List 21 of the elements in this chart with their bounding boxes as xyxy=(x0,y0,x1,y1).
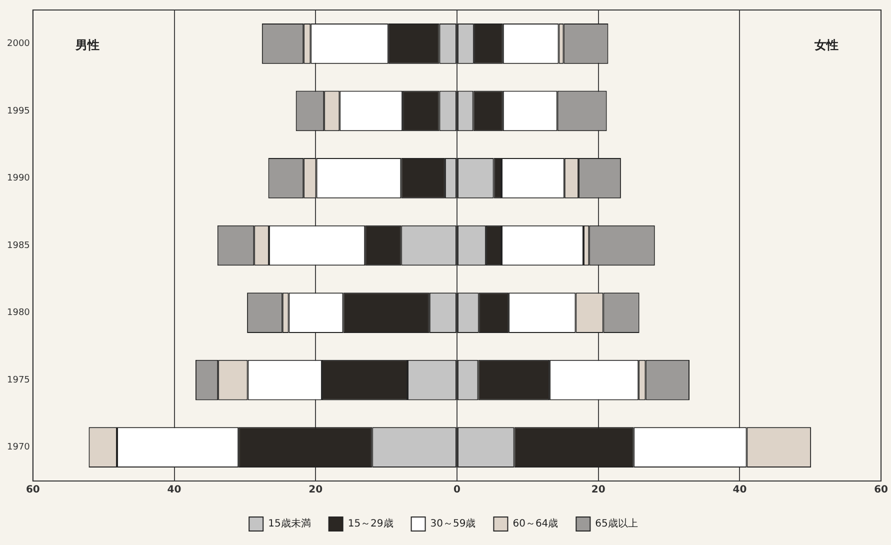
legend-label: 15歳未満 xyxy=(268,518,311,530)
x-tick-label: 60 xyxy=(26,484,40,496)
x-tick-label: 40 xyxy=(732,484,747,496)
y-tick-label: 1990 xyxy=(7,174,30,184)
legend-label: 15～29歳 xyxy=(348,518,394,530)
y-tick-label: 1970 xyxy=(7,442,30,453)
legend-label: 30～59歳 xyxy=(430,518,476,530)
x-tick-label: 20 xyxy=(308,484,323,496)
y-tick-label: 1995 xyxy=(7,106,30,116)
annotation: 女性 xyxy=(814,38,839,52)
legend-label: 65歳以上 xyxy=(595,518,638,530)
y-tick-label: 1980 xyxy=(7,308,30,318)
x-tick-label: 0 xyxy=(453,484,460,496)
y-tick-label: 1975 xyxy=(7,375,30,386)
legend-label: 60～64歳 xyxy=(512,518,558,530)
y-tick-label: 2000 xyxy=(7,38,30,49)
annotation: 男性 xyxy=(74,38,100,52)
y-tick-label: 1985 xyxy=(7,240,30,251)
x-tick-label: 20 xyxy=(591,484,606,496)
x-tick-label: 60 xyxy=(874,484,888,496)
x-tick-label: 40 xyxy=(167,484,182,496)
